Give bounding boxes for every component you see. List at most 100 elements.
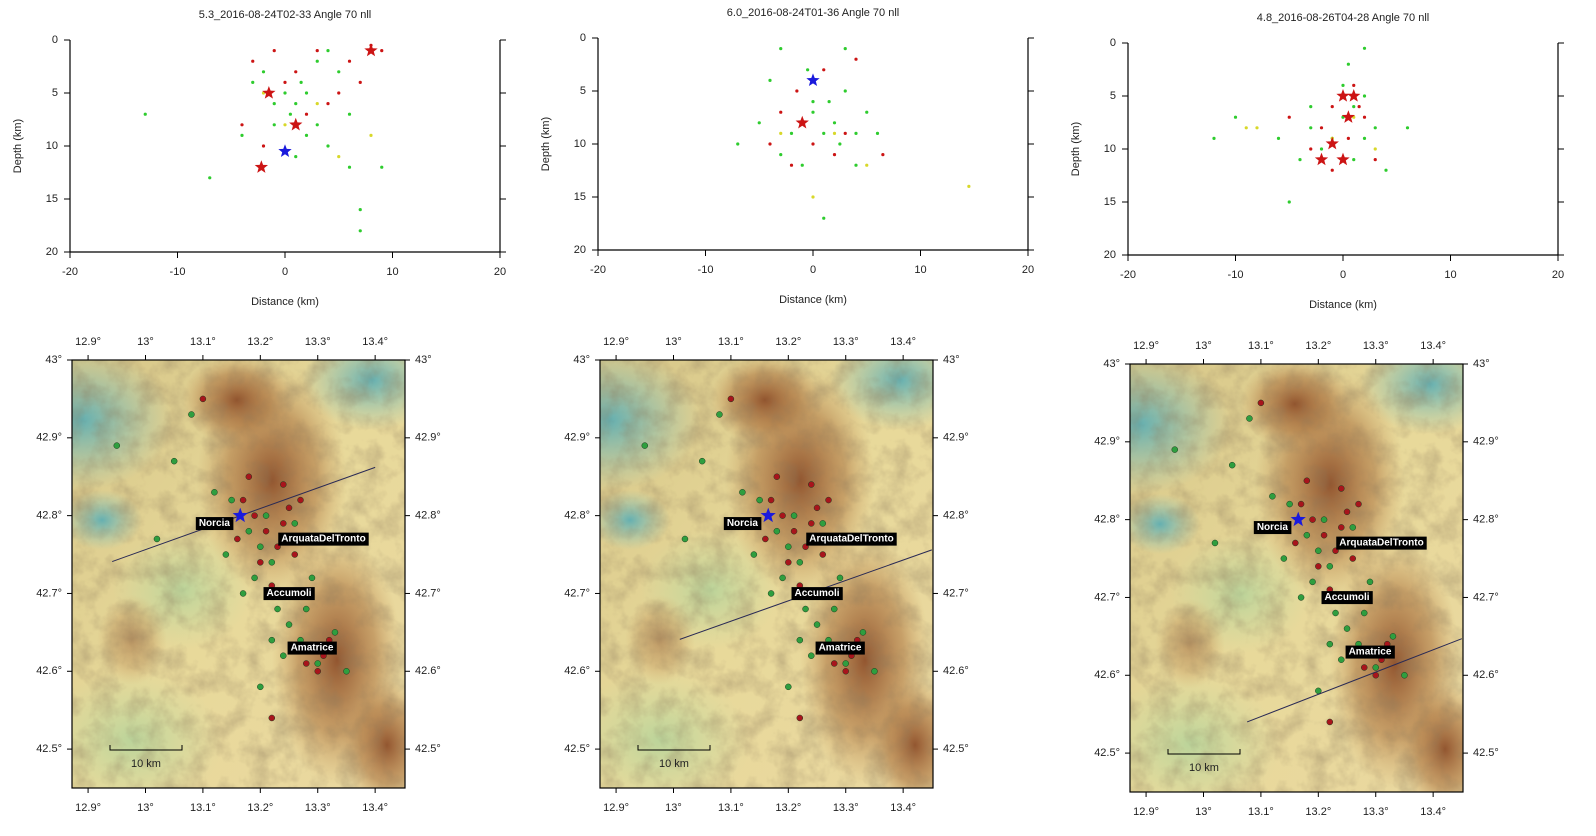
star-marker bbox=[262, 86, 276, 99]
town-box bbox=[278, 532, 369, 546]
point bbox=[1346, 62, 1350, 66]
event bbox=[1320, 531, 1328, 539]
scale-label: 10 km bbox=[659, 758, 689, 770]
y-tick-label: 5 bbox=[580, 85, 586, 97]
point bbox=[1352, 158, 1356, 162]
point bbox=[1362, 136, 1367, 140]
event bbox=[842, 668, 849, 675]
y-axis-label: Depth (km) bbox=[12, 119, 24, 173]
point bbox=[1309, 126, 1313, 130]
map-frame bbox=[1129, 363, 1464, 793]
event bbox=[802, 605, 809, 613]
point bbox=[299, 80, 303, 84]
y-tick-label: 0 bbox=[580, 32, 586, 44]
x-tick-label: 12.9° bbox=[603, 336, 629, 348]
point bbox=[315, 59, 319, 63]
event bbox=[1269, 493, 1276, 500]
y-tick-label: 42.8° bbox=[564, 510, 590, 522]
point bbox=[843, 131, 847, 135]
y-tick-label: 43° bbox=[573, 354, 590, 366]
x-tick-label: -20 bbox=[1120, 269, 1136, 281]
point bbox=[1330, 168, 1334, 172]
point bbox=[283, 80, 287, 84]
point bbox=[337, 70, 341, 74]
event bbox=[779, 574, 786, 582]
town-label: Accumoli bbox=[795, 588, 840, 599]
town-box bbox=[806, 532, 897, 546]
event bbox=[280, 481, 287, 488]
event bbox=[302, 605, 310, 613]
event bbox=[796, 636, 804, 644]
x-tick-label: 13.1° bbox=[718, 802, 744, 814]
scale-bar bbox=[637, 745, 711, 751]
terrain bbox=[0, 330, 442, 810]
y-tick-label: 42.6° bbox=[564, 665, 590, 677]
y-tick-label: 43° bbox=[45, 354, 62, 366]
event bbox=[314, 668, 321, 675]
point bbox=[240, 133, 244, 137]
y-axis-label: Depth (km) bbox=[540, 117, 552, 171]
terrain bbox=[1050, 334, 1500, 814]
event bbox=[1297, 594, 1305, 601]
event bbox=[756, 496, 763, 504]
y-tick-label: 43° bbox=[1473, 358, 1490, 370]
y-tick-label: 42.7° bbox=[564, 587, 590, 599]
point bbox=[854, 57, 858, 61]
event bbox=[762, 535, 769, 543]
town-label: Accumoli bbox=[267, 588, 312, 599]
x-tick-label: 13.4° bbox=[890, 336, 916, 348]
town-box bbox=[1321, 591, 1373, 605]
point bbox=[779, 47, 783, 51]
event bbox=[257, 543, 264, 551]
x-tick-label: 12.9° bbox=[1133, 340, 1159, 352]
event bbox=[871, 668, 878, 675]
y-tick-label: 5 bbox=[52, 87, 58, 99]
event bbox=[1309, 516, 1316, 523]
event bbox=[1246, 415, 1253, 422]
event bbox=[1171, 446, 1179, 453]
event bbox=[245, 473, 253, 480]
point bbox=[843, 89, 847, 93]
y-tick-label: 42.7° bbox=[36, 587, 62, 599]
event bbox=[314, 660, 321, 667]
event bbox=[808, 652, 815, 659]
x-tick-label: 13.4° bbox=[890, 802, 916, 814]
event bbox=[681, 535, 689, 543]
event bbox=[716, 411, 723, 418]
point bbox=[1244, 126, 1248, 130]
event bbox=[819, 551, 827, 558]
event bbox=[199, 395, 207, 403]
point bbox=[251, 59, 255, 63]
point bbox=[315, 102, 319, 106]
event bbox=[813, 621, 821, 628]
event bbox=[779, 512, 786, 519]
y-tick-label: 43° bbox=[943, 354, 960, 366]
event bbox=[830, 660, 838, 667]
event bbox=[836, 574, 844, 582]
point bbox=[779, 110, 783, 114]
event bbox=[234, 535, 241, 543]
x-tick-label: 0 bbox=[1340, 269, 1346, 281]
y-tick-label: 42.8° bbox=[1473, 514, 1499, 526]
x-tick-label: 13° bbox=[137, 336, 154, 348]
scale-label: 10 km bbox=[131, 758, 161, 770]
y-tick-label: 42.8° bbox=[943, 510, 969, 522]
point bbox=[1384, 168, 1388, 172]
scale-label: 10 km bbox=[1189, 762, 1219, 774]
x-axis-label: Distance (km) bbox=[779, 294, 847, 306]
point bbox=[811, 142, 815, 146]
map-background bbox=[520, 330, 970, 810]
town-box bbox=[1345, 645, 1395, 659]
event bbox=[331, 629, 339, 636]
event bbox=[1360, 609, 1368, 617]
event bbox=[1315, 547, 1322, 555]
x-tick-label: 12.9° bbox=[75, 802, 101, 814]
point bbox=[240, 123, 244, 127]
y-tick-label: 10 bbox=[574, 138, 586, 150]
y-tick-label: 42.5° bbox=[1094, 747, 1120, 759]
point bbox=[967, 184, 971, 188]
star-marker bbox=[1336, 89, 1350, 102]
point bbox=[822, 68, 826, 72]
x-axis-label: Distance (km) bbox=[251, 296, 319, 308]
